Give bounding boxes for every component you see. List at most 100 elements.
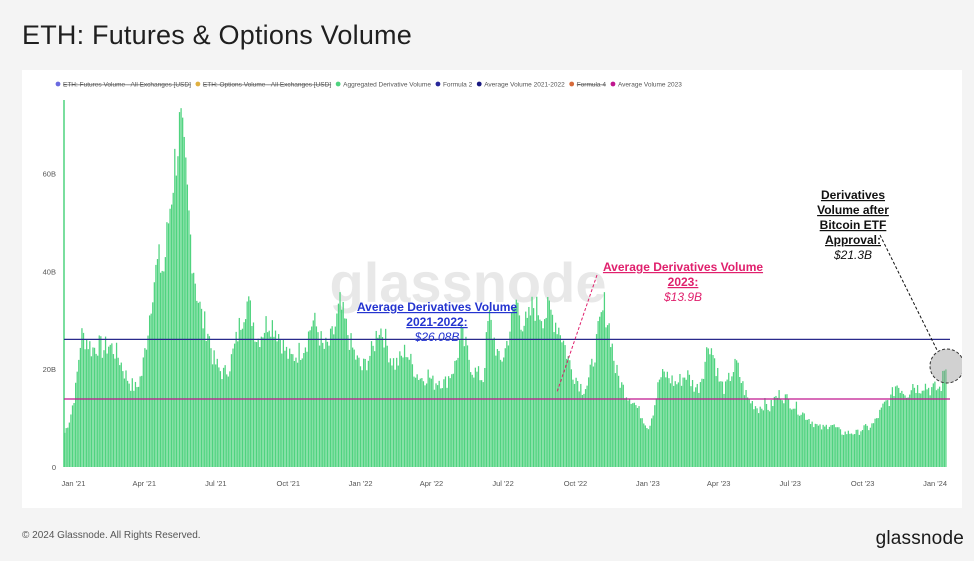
bar	[616, 364, 618, 467]
bar	[128, 383, 130, 467]
bar	[108, 346, 110, 467]
bar	[92, 347, 94, 467]
bar	[567, 356, 569, 467]
legend-item[interactable]: ETH: Futures Volume - All Exchanges [USD…	[63, 82, 191, 89]
bar	[416, 374, 418, 467]
bar	[611, 343, 613, 467]
legend-marker[interactable]	[55, 81, 61, 87]
bar	[421, 378, 423, 467]
bar	[868, 430, 870, 467]
bar	[904, 395, 906, 467]
bar	[701, 378, 703, 467]
bar	[377, 337, 379, 467]
bar	[902, 393, 905, 467]
bar	[425, 383, 428, 467]
bar	[786, 394, 788, 467]
bar	[518, 315, 521, 467]
bar	[866, 425, 868, 467]
bar	[764, 398, 766, 467]
bar	[595, 334, 598, 467]
bar	[136, 387, 138, 467]
bar	[536, 296, 538, 467]
bar	[791, 409, 793, 467]
bar	[433, 389, 436, 467]
bar	[82, 332, 85, 467]
bar	[337, 303, 340, 467]
bar	[674, 381, 676, 467]
bar	[841, 434, 843, 467]
legend-marker[interactable]	[335, 81, 341, 87]
bar	[182, 117, 184, 468]
legend-item[interactable]: Formula 4	[577, 82, 607, 89]
legend-marker[interactable]	[569, 81, 575, 87]
bar	[748, 398, 750, 467]
bar	[374, 351, 376, 467]
bar	[466, 345, 469, 467]
bar	[687, 370, 689, 467]
bar	[388, 362, 390, 467]
bar	[131, 378, 133, 467]
bar	[204, 311, 206, 467]
bar	[635, 405, 637, 467]
bar	[211, 364, 214, 467]
bar	[340, 309, 343, 467]
bar	[237, 341, 239, 467]
bar	[912, 384, 914, 467]
bar	[839, 429, 842, 467]
bar	[564, 345, 566, 467]
legend-marker[interactable]	[476, 81, 482, 87]
bar	[759, 406, 761, 467]
bar	[150, 313, 152, 467]
bar	[693, 391, 695, 467]
bar	[721, 381, 724, 467]
bar	[802, 412, 804, 467]
bar	[73, 402, 75, 467]
bar	[122, 371, 124, 467]
bar	[493, 337, 495, 467]
bar	[909, 394, 911, 467]
bar	[78, 359, 80, 467]
legend-item[interactable]: Formula 2	[443, 82, 473, 89]
y-tick-label: 0	[52, 463, 56, 472]
bar	[284, 350, 286, 467]
bar	[189, 234, 192, 467]
bar	[907, 397, 909, 467]
bar	[599, 316, 601, 467]
legend-item[interactable]: Average Volume 2023	[618, 82, 682, 89]
bar	[474, 367, 477, 467]
bar	[820, 429, 823, 467]
bar	[581, 394, 584, 467]
bar	[636, 407, 639, 467]
bar	[279, 339, 281, 467]
bar	[359, 366, 362, 467]
bar	[312, 320, 314, 467]
bar	[334, 326, 336, 467]
legend-item[interactable]: Aggregated Derivative Volume	[343, 82, 431, 89]
legend-item[interactable]: Average Volume 2021-2022	[484, 82, 565, 89]
bar	[218, 367, 220, 467]
legend-marker[interactable]	[195, 81, 201, 87]
bar	[263, 332, 266, 467]
bar	[197, 302, 200, 467]
legend-marker[interactable]	[610, 81, 616, 87]
bar	[144, 348, 146, 467]
legend-item[interactable]: ETH: Options Volume - All Exchanges [USD…	[203, 82, 331, 89]
bar	[495, 355, 497, 467]
x-tick-label: Jan '22	[349, 479, 373, 488]
bar	[855, 429, 857, 467]
bar	[784, 394, 787, 467]
bar	[761, 408, 763, 467]
y-tick-label: 20B	[43, 365, 56, 374]
bar	[130, 390, 132, 467]
legend-marker[interactable]	[435, 81, 441, 87]
bar	[610, 347, 612, 467]
bar	[795, 401, 798, 467]
bar	[537, 315, 539, 467]
bar	[850, 433, 853, 467]
bar	[534, 320, 536, 467]
bar	[142, 357, 144, 467]
bar	[282, 339, 285, 467]
bar	[731, 376, 733, 467]
bar	[849, 433, 851, 467]
bar	[419, 378, 421, 467]
